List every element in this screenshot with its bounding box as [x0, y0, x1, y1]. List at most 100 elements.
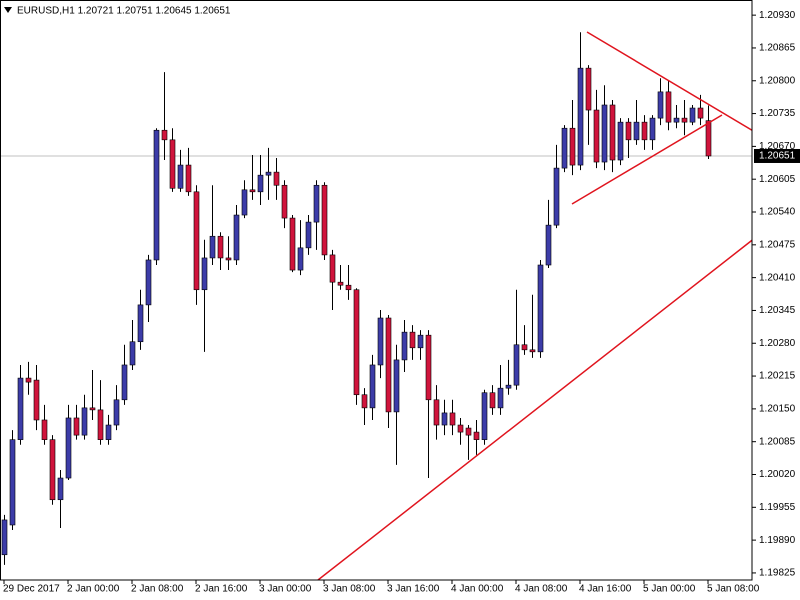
candle-body [89, 407, 96, 411]
y-tick-label: 1.20150 [759, 404, 796, 415]
candle-body [569, 127, 576, 166]
x-tick-label: 2 Jan 00:00 [67, 584, 120, 595]
last-price-label: 1.20651 [759, 151, 796, 162]
candle-body [593, 109, 600, 163]
candle-body [337, 281, 344, 286]
candle-body [489, 392, 496, 409]
candle-body [41, 419, 48, 440]
candle-body [65, 417, 72, 479]
candle-body [193, 191, 200, 291]
candle-body [449, 412, 456, 426]
candle-body [217, 235, 224, 259]
y-tick-label: 1.20735 [759, 108, 796, 119]
y-tick-label: 1.20085 [759, 436, 796, 447]
candle-body [545, 224, 552, 266]
candle-body [105, 424, 112, 440]
x-tick-label: 4 Jan 08:00 [515, 584, 568, 595]
candle-body [657, 91, 664, 119]
candle-body [49, 439, 56, 501]
candle-body [697, 107, 704, 119]
candle-body [17, 377, 24, 440]
y-tick-label: 1.19825 [759, 568, 796, 579]
candle-body [505, 384, 512, 389]
candle-body [393, 359, 400, 413]
plot [0, 32, 752, 565]
candle-body [121, 364, 128, 401]
candle-body [209, 235, 216, 259]
candle-body [241, 189, 248, 216]
y-tick-label: 1.20800 [759, 75, 796, 86]
candle-body [513, 344, 520, 386]
candle-body [225, 257, 232, 261]
candle-body [113, 399, 120, 426]
x-tick-label: 3 Jan 00:00 [259, 584, 312, 595]
x-tick-label: 2 Jan 16:00 [195, 584, 248, 595]
x-tick-label: 5 Jan 08:00 [707, 584, 760, 595]
candle-body [233, 214, 240, 261]
candle-body [329, 254, 336, 283]
y-tick-label: 1.20865 [759, 43, 796, 54]
last-price-box [754, 148, 800, 163]
menu-triangle[interactable] [4, 7, 12, 13]
x-tick-label: 3 Jan 16:00 [387, 584, 440, 595]
x-tick-label: 3 Jan 08:00 [323, 584, 376, 595]
candle-body [273, 171, 280, 186]
x-tick-label: 4 Jan 00:00 [451, 584, 504, 595]
y-tick-label: 1.20020 [759, 469, 796, 480]
candle-body [521, 344, 528, 351]
trendline [571, 114, 723, 205]
candle-body [281, 184, 288, 219]
candle-body [201, 257, 208, 291]
candle-body [1, 519, 8, 556]
candle-body [649, 117, 656, 141]
candle-body [385, 317, 392, 413]
candle-body [537, 264, 544, 353]
candle-body [161, 129, 168, 141]
candle-body [185, 164, 192, 193]
candle-body [305, 221, 312, 249]
x-tick-label: 2 Jan 08:00 [131, 584, 184, 595]
candle-body [465, 427, 472, 436]
trendline [586, 31, 752, 132]
candle-body [153, 129, 160, 261]
candle-body [617, 121, 624, 161]
candle-body [169, 139, 176, 189]
y-tick-label: 1.19890 [759, 535, 796, 546]
candle-body [665, 91, 672, 123]
candle-body [257, 174, 264, 193]
candle-body [673, 117, 680, 123]
candle-body [9, 439, 16, 526]
candle-body [25, 377, 32, 383]
candle-body [97, 409, 104, 440]
y-tick-label: 1.20605 [759, 174, 796, 185]
candle-body [601, 104, 608, 163]
candle-body [249, 189, 256, 193]
y-tick-label: 1.19955 [759, 502, 796, 513]
candle-body [297, 247, 304, 271]
candle-body [473, 431, 480, 440]
candle-body [633, 121, 640, 141]
y-tick-label: 1.20670 [759, 141, 796, 152]
candle-body [609, 104, 616, 161]
candle-body [441, 412, 448, 426]
candle-body [409, 331, 416, 349]
candle-body [369, 364, 376, 409]
candle-body [561, 127, 568, 169]
x-tick-label: 4 Jan 16:00 [579, 584, 632, 595]
y-tick-label: 1.20410 [759, 272, 796, 283]
candle-body [553, 167, 560, 226]
candle-body [433, 399, 440, 426]
candle-body [425, 334, 432, 401]
candle-body [457, 424, 464, 433]
candle-body [641, 121, 648, 141]
plot-frame [0, 0, 753, 581]
trendlines [317, 31, 752, 580]
candle-body [137, 304, 144, 343]
candle-body [497, 387, 504, 409]
y-tick-label: 1.20540 [759, 207, 796, 218]
candle-body [417, 334, 424, 349]
candle-body [129, 341, 136, 366]
trendline [317, 239, 752, 580]
